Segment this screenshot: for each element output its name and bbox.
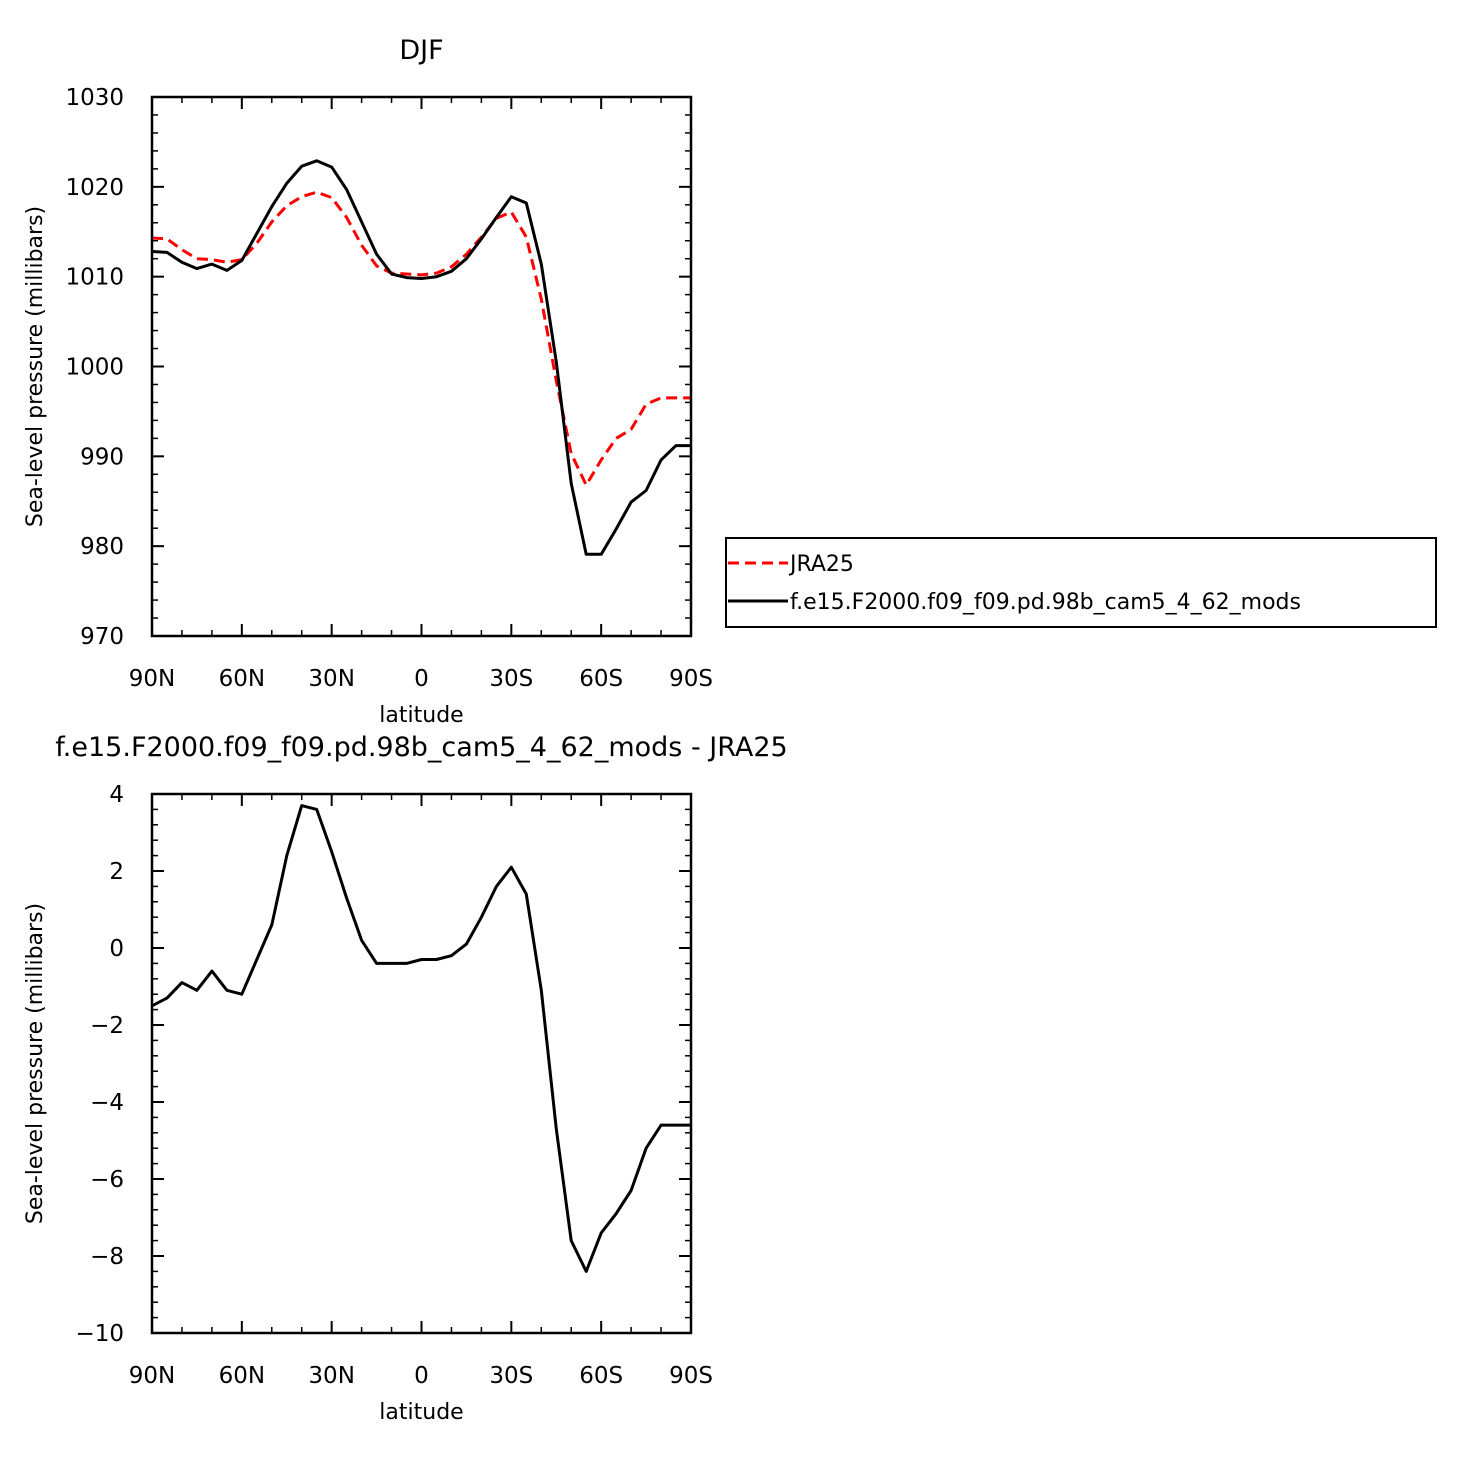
chart-djf: 90N 60N 30N 0 30S 60S 90S 970 980 990 1000 1010 1020… (23, 35, 713, 728)
series-line-0-0 (151, 190, 691, 487)
xtick-label: 60N (219, 666, 265, 692)
xtick-label: 60S (579, 1363, 623, 1389)
legend: JRA25 f.e15.F2000.f09_f09.pd.98b_cam5_4_6… (725, 537, 1437, 628)
x-axis-label: latitude (379, 1400, 463, 1425)
ytick-label: 1020 (65, 175, 124, 201)
ytick-label: 2 (109, 859, 124, 885)
xtick-label: 90S (669, 666, 713, 692)
y-axis-label: Sea-level pressure (millibars) (23, 206, 48, 527)
ytick-label: 1000 (65, 355, 124, 381)
legend-box (725, 537, 1437, 628)
xtick-label: 0 (414, 1363, 429, 1389)
ytick-label: 4 (109, 782, 124, 808)
series-line-1-0 (151, 804, 691, 1273)
ytick-label: 990 (80, 444, 124, 470)
xtick-label: 60S (579, 666, 623, 692)
legend-label: JRA25 (788, 552, 854, 577)
xtick-label: 30S (489, 666, 533, 692)
legend-label: f.e15.F2000.f09_f09.pd.98b_cam5_4_62_mod… (790, 590, 1301, 615)
chart-title: f.e15.F2000.f09_f09.pd.98b_cam5_4_62_mod… (55, 732, 787, 763)
ytick-label: −8 (90, 1244, 124, 1270)
y-axis-label: Sea-level pressure (millibars) (23, 903, 48, 1224)
ytick-label: −2 (90, 1013, 124, 1039)
plot-frame-1 (150, 792, 693, 1335)
ytick-label: 1030 (65, 85, 124, 111)
xtick-label: 90N (129, 1363, 175, 1389)
xtick-label: 30N (308, 666, 354, 692)
ytick-label: −4 (90, 1090, 124, 1116)
ytick-label: −6 (90, 1167, 124, 1193)
ytick-label: 1010 (65, 265, 124, 291)
xtick-label: 30S (489, 1363, 533, 1389)
xtick-label: 30N (308, 1363, 354, 1389)
plot-frame-0 (150, 95, 693, 638)
ytick-label: 980 (80, 534, 124, 560)
series-line-0-1 (151, 159, 691, 556)
xtick-label: 90N (129, 666, 175, 692)
ytick-label: 0 (109, 936, 124, 962)
chart-title: DJF (399, 35, 443, 66)
xtick-label: 60N (219, 1363, 265, 1389)
xtick-label: 0 (414, 666, 429, 692)
xtick-label: 90S (669, 1363, 713, 1389)
x-axis-label: latitude (379, 703, 463, 728)
ytick-label: −10 (75, 1321, 124, 1347)
ytick-label: 970 (80, 624, 124, 650)
chart-difference: 90N 60N 30N 0 30S 60S 90S −10 −8 −6 −4 −2 0 2 4 f.e15.F… (23, 732, 788, 1425)
